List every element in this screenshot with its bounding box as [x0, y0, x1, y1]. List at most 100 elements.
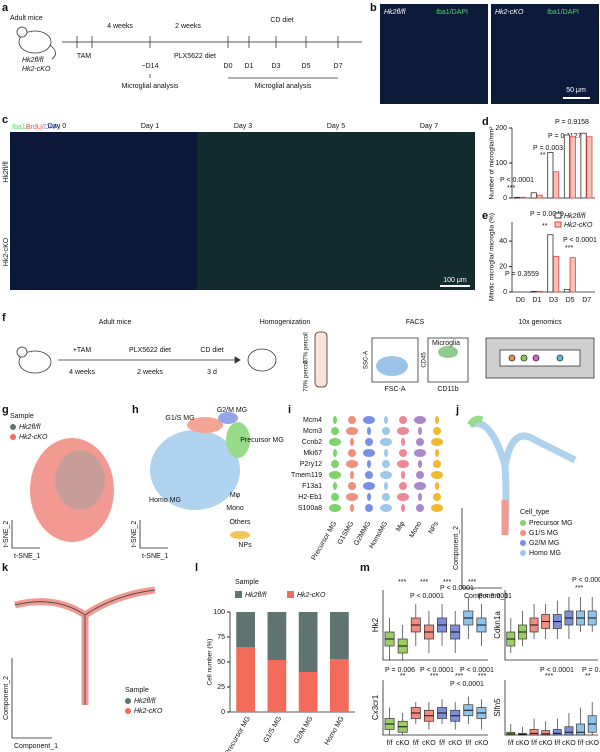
legend-label: Precursor MG	[529, 520, 573, 527]
axis	[504, 590, 598, 661]
violin	[333, 482, 337, 490]
legend-title: Sample	[10, 413, 34, 420]
cluster-label: Others	[229, 519, 251, 526]
legend-label: Hk2-cKO	[19, 434, 48, 441]
gene: Ccnb2	[302, 439, 322, 446]
axis-label: Component_2	[453, 526, 460, 570]
legend-label: Hk2-cKO	[134, 708, 163, 715]
x-tick-label: f/f	[439, 740, 445, 747]
violin	[384, 482, 388, 490]
violin	[346, 427, 358, 435]
x-tick-label: Homo MG	[324, 715, 346, 746]
violin	[329, 504, 341, 512]
box	[564, 726, 574, 736]
bar-segment	[330, 612, 349, 659]
axis-label: t-SNE_1	[142, 553, 169, 560]
y-tick-label: 200	[495, 125, 507, 132]
violin	[333, 449, 337, 457]
violin	[380, 504, 392, 512]
facs-axis: CD11b	[437, 386, 458, 393]
legend-title: Cell_type	[520, 509, 549, 516]
stain: DAPI	[44, 124, 60, 131]
annotation: **	[585, 673, 591, 680]
panel-label: g	[2, 404, 9, 416]
day: −D14	[142, 63, 159, 70]
axis-arrow	[139, 520, 168, 549]
genotype: Hk2-cKO	[22, 66, 51, 73]
x-tick-label: f/f	[508, 740, 514, 747]
x-tick-label: f/f	[387, 740, 393, 747]
violin	[431, 438, 443, 446]
x-tick-label: cKO	[448, 740, 462, 747]
x-tick-label: cKO	[539, 740, 553, 747]
violin	[397, 493, 409, 501]
violin	[401, 471, 405, 479]
annotation: P < 0.0001	[450, 681, 484, 688]
day-header: Day 0	[48, 123, 66, 130]
bar	[530, 290, 537, 293]
axis-label: Cx3cr1	[371, 694, 380, 720]
x-tick-label: G2/M MG	[293, 715, 314, 745]
violin	[433, 427, 441, 435]
gene: F13a1	[302, 483, 322, 490]
violin	[365, 504, 373, 512]
day-header: Day 7	[420, 123, 438, 130]
bar-segment	[298, 612, 318, 672]
panel-label: h	[132, 404, 139, 416]
bar	[553, 171, 560, 199]
bar	[563, 134, 570, 199]
violin	[363, 482, 375, 490]
group: Precursor MG	[310, 520, 338, 561]
annotation: ***	[430, 673, 438, 680]
x-tick-label: D0	[516, 297, 525, 304]
legend-swatch	[554, 212, 562, 219]
y-tick-label: 100	[213, 609, 225, 616]
violin	[350, 438, 354, 446]
annotation: P < 0.0001	[410, 593, 444, 600]
day: D5	[302, 63, 311, 70]
gene: Mcm3	[303, 428, 322, 435]
x-tick-label: f/f	[554, 740, 560, 747]
panel-label: c	[2, 114, 8, 126]
legend-label: Hk2-cKO	[297, 592, 326, 599]
violin	[397, 427, 409, 435]
panel-label: j	[455, 404, 459, 416]
bar-segment	[298, 672, 318, 712]
x-tick-label: D7	[582, 297, 591, 304]
legend-label: G1/S MG	[529, 530, 558, 537]
gene: Mki67	[303, 450, 322, 457]
group: Mono	[409, 520, 424, 539]
step: CD diet	[200, 347, 223, 354]
y-tick-label: 0	[503, 195, 507, 202]
violin	[418, 427, 422, 435]
axis-label: Component_2	[3, 676, 10, 720]
scale-label: 100 μm	[443, 277, 467, 284]
x-tick-label: cKO	[562, 740, 576, 747]
violin	[329, 471, 341, 479]
axis	[382, 590, 488, 661]
legend-swatch	[287, 591, 294, 598]
annotation: P < 0.0001	[420, 667, 454, 674]
violin	[329, 438, 341, 446]
x-tick-label: cKO	[475, 740, 489, 747]
annotation: P = 0.0049	[530, 211, 564, 218]
stain: Iba1/	[12, 124, 28, 131]
mouse-label: Adult mice	[10, 15, 43, 22]
x-tick-label: D5	[566, 297, 575, 304]
violin	[363, 449, 375, 457]
duration: 3 d	[207, 369, 217, 376]
cluster-label: Homo MG	[149, 497, 181, 504]
box	[541, 730, 551, 736]
violin	[363, 416, 375, 424]
violin	[365, 438, 373, 446]
axis-label: SSC-A	[364, 351, 370, 369]
box	[529, 729, 539, 736]
violin	[416, 471, 424, 479]
annotation: ***	[398, 579, 406, 586]
violin	[331, 427, 339, 435]
image-genotype: Hk2fl/fl	[384, 9, 406, 16]
annotation: P < 0.0001	[540, 667, 574, 674]
day: D1	[245, 63, 254, 70]
axis-label: CD45	[422, 352, 428, 368]
